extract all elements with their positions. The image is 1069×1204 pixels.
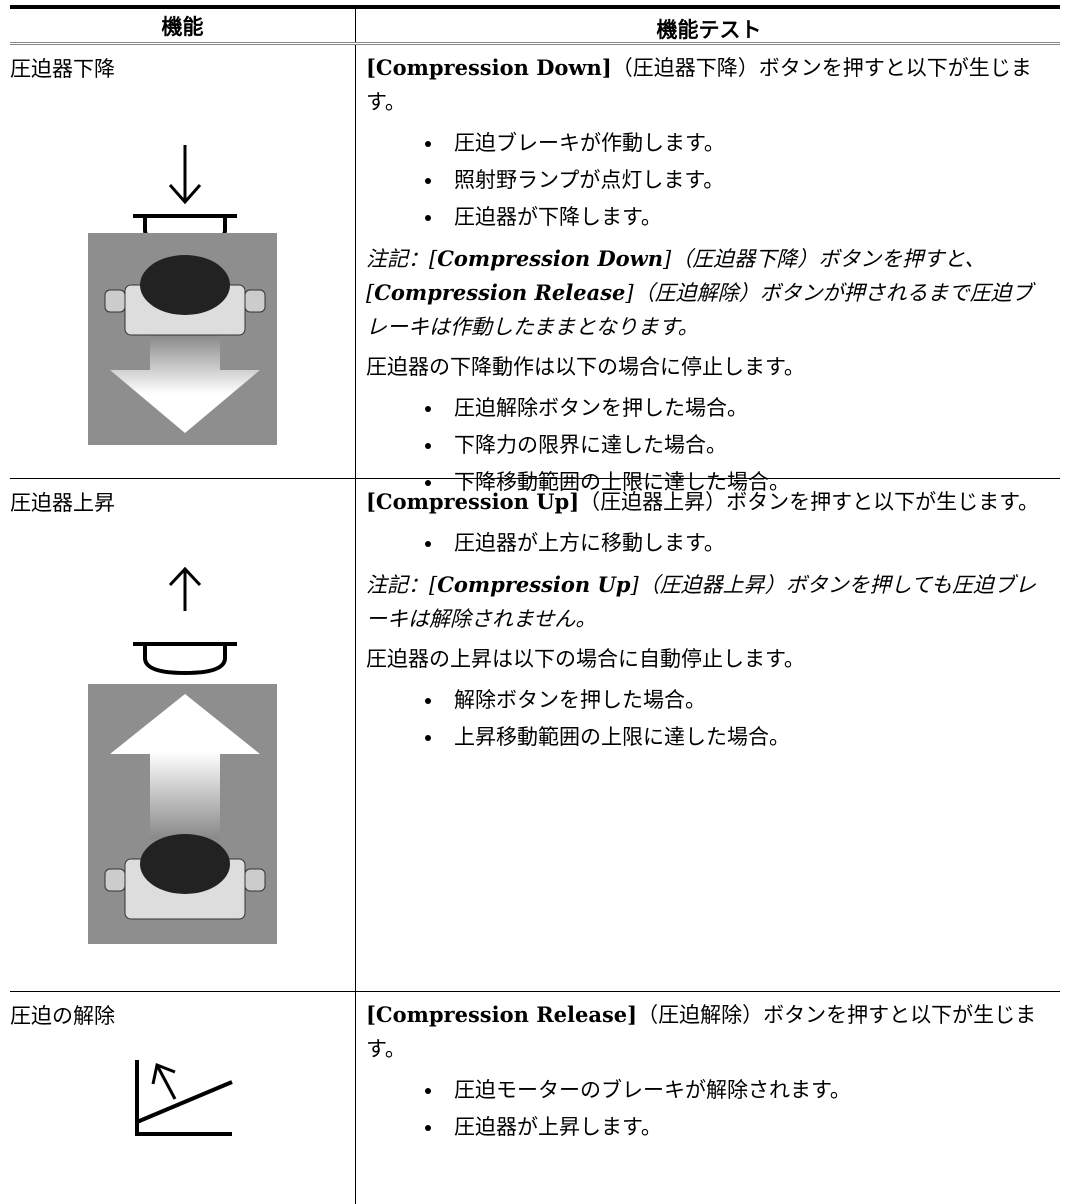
bullet-list: 圧迫解除ボタンを押した場合。下降力の限界に達した場合。下降移動範囲の上限に達した… (366, 390, 1052, 501)
header-row: 機能 機能テスト (10, 9, 1060, 45)
intro-run: [Compression Down] (366, 55, 612, 80)
bullet-item: 下降力の限界に達した場合。 (444, 427, 1052, 464)
note-run: 注記：[ (366, 573, 438, 597)
paragraph: 圧迫器の上昇は以下の場合に自動停止します。 (366, 647, 805, 671)
intro: [Compression Release]（圧迫解除）ボタンを押すと以下が生じま… (366, 998, 1052, 1066)
header-cell: 機能テスト (656, 17, 762, 42)
intro-run: [Compression Up] (366, 489, 580, 514)
function-cell: 圧迫の解除 (10, 992, 356, 1204)
icon-compression-down (88, 145, 277, 445)
bullet-item: 圧迫モーターのブレーキが解除されます。 (444, 1072, 1052, 1109)
bullet-item: 下降移動範囲の上限に達した場合。 (444, 464, 1052, 501)
function-name: 圧迫の解除 (10, 1004, 115, 1028)
bullet-list: 圧迫モーターのブレーキが解除されます。圧迫器が上昇します。 (366, 1072, 1052, 1146)
function-cell: 圧迫器上昇 (10, 479, 356, 991)
bullet-item: 照射野ランプが点灯します。 (444, 162, 1052, 199)
note: 注記：[Compression Down]（圧迫器下降）ボタンを押すと、[Com… (366, 242, 1052, 344)
intro-run: （圧迫解除）ボタンを押すと以下が生じます。 (366, 1003, 1037, 1061)
function-test: [Compression Release]（圧迫解除）ボタンを押すと以下が生じま… (356, 992, 1060, 1204)
note: 注記：[Compression Up]（圧迫器上昇）ボタンを押しても圧迫ブレーキ… (366, 568, 1052, 636)
intro-run: （圧迫器下降）ボタンを押すと以下が生じます。 (366, 56, 1032, 114)
bullet-item: 圧迫器が下降します。 (444, 199, 1052, 236)
table: 機能 機能テスト 圧迫器下降 [Compression Down]（圧迫器下降）… (10, 5, 1060, 1204)
bullet-list: 圧迫ブレーキが作動します。照射野ランプが点灯します。圧迫器が下降します。 (366, 125, 1052, 236)
paragraph: 圧迫器の下降動作は以下の場合に停止します。 (366, 355, 805, 379)
function-cell: 圧迫器下降 (10, 45, 356, 478)
note-run: Compression Release (374, 280, 626, 305)
note-run: ]（圧迫器上昇）ボタンを押しても圧迫ブレーキは解除されません。 (366, 573, 1036, 631)
bullet-item: 圧迫解除ボタンを押した場合。 (444, 390, 1052, 427)
function-name: 圧迫器上昇 (10, 491, 115, 515)
note-run: ]（圧迫器下降）ボタンを押すと、[ (366, 247, 986, 305)
note-run: Compression Down (437, 246, 664, 271)
note-run: Compression Up (437, 572, 631, 597)
bullet-item: 上昇移動範囲の上限に達した場合。 (444, 719, 1052, 756)
bullet-item: 圧迫器が上昇します。 (444, 1109, 1052, 1146)
intro-run: [Compression Release] (366, 1002, 638, 1027)
function-test: [Compression Up]（圧迫器上昇）ボタンを押すと以下が生じます。圧迫… (356, 479, 1060, 991)
header-cell: 機能 (10, 9, 356, 42)
intro: [Compression Down]（圧迫器下降）ボタンを押すと以下が生じます。 (366, 51, 1052, 119)
note-run: ]（圧迫解除）ボタンが押されるまで圧迫ブレーキは作動したままとなります。 (366, 281, 1033, 339)
bullet-list: 圧迫器が上方に移動します。 (366, 525, 1052, 562)
bullet-list: 解除ボタンを押した場合。上昇移動範囲の上限に達した場合。 (366, 682, 1052, 756)
intro: [Compression Up]（圧迫器上昇）ボタンを押すと以下が生じます。 (366, 485, 1052, 519)
icon-compression-up (88, 566, 277, 944)
row: 圧迫の解除 [Compression Release]（圧迫解除）ボタンを押すと… (10, 992, 1060, 1204)
function-test: [Compression Down]（圧迫器下降）ボタンを押すと以下が生じます。… (356, 45, 1060, 494)
note-run: 注記：[ (366, 247, 438, 271)
row: 圧迫器下降 [Compression Down]（圧迫器下降）ボタンを押すと以下… (10, 45, 1060, 494)
bullet-item: 解除ボタンを押した場合。 (444, 682, 1052, 719)
intro-run: （圧迫器上昇）ボタンを押すと以下が生じます。 (579, 490, 1040, 514)
bullet-item: 圧迫器が上方に移動します。 (444, 525, 1052, 562)
bullet-item: 圧迫ブレーキが作動します。 (444, 125, 1052, 162)
function-name: 圧迫器下降 (10, 57, 115, 81)
icon-compression-release (135, 1060, 233, 1136)
row: 圧迫器上昇 [Compression Up]（圧迫器上昇）ボタンを押すと以下が生… (10, 479, 1060, 992)
